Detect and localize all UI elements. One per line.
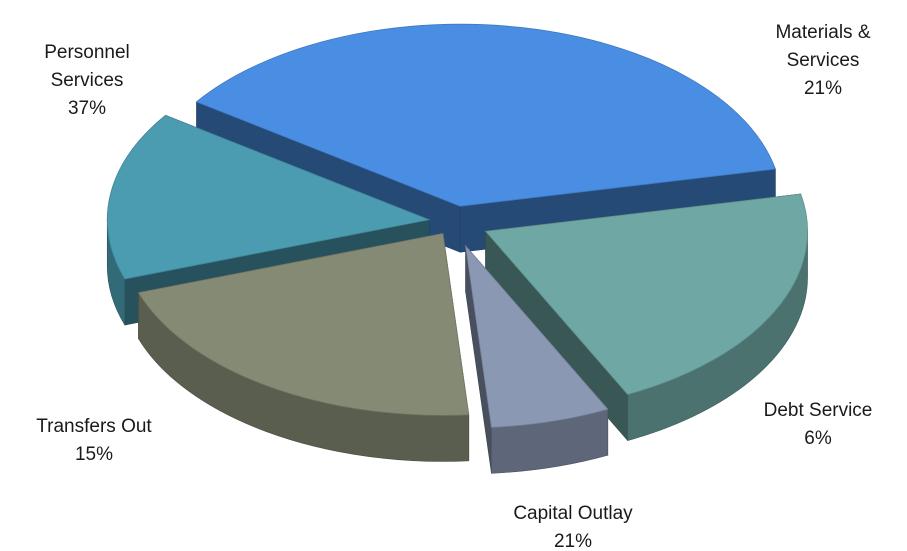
pie-slice-debt-service [465,244,609,474]
pie-slice-top [106,114,431,280]
pie-labels: Personnel Services 37% Materials & Services 2… [36,22,872,551]
pie-slices [106,23,808,474]
pie-slice-top [195,23,776,207]
pie-slice-top [465,244,609,428]
data-label-transfers-out: Transfers Out 15% [36,416,152,465]
pie-slice-materials-and-services [484,193,808,442]
data-label-capital-outlay: Capital Outlay 21% [513,503,633,551]
data-label-debt-service: Debt Service 6% [764,400,873,449]
pie-slice-top [137,232,470,416]
pie-slice-top [484,193,808,395]
data-label-personnel-services: Personnel Services 37% [44,42,130,119]
data-label-materials-and-services: Materials & Services 21% [775,22,870,99]
pie-slice-capital-outlay [137,232,470,462]
